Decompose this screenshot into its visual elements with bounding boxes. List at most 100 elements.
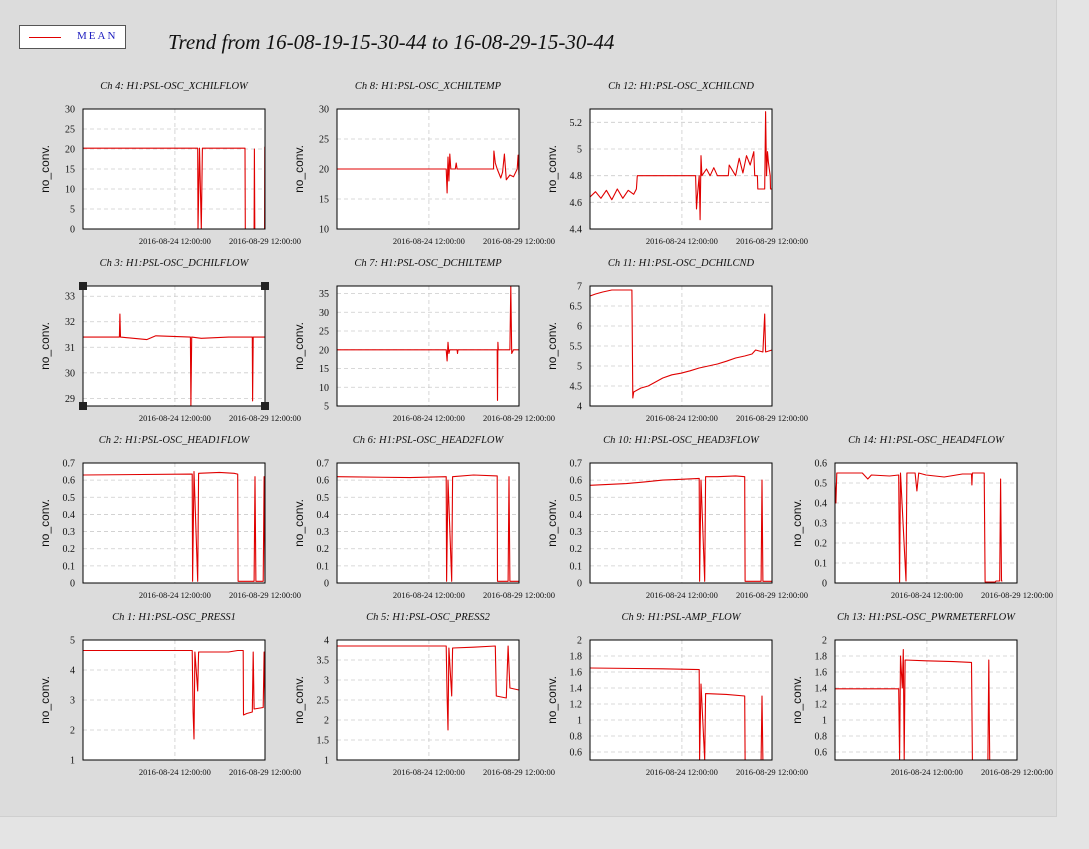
y-tick-label: 0.6 [815,459,828,470]
y-tick-label: 0.6 [570,476,583,487]
chart-title: Ch 5: H1:PSL-OSC_PRESS2 [366,612,490,623]
series-line [336,474,519,582]
plot-frame [82,462,266,584]
x-tick-label: 2016-08-29 12:00:00 [736,413,808,423]
y-tick-label: 25 [319,135,329,146]
x-tick-label: 2016-08-24 12:00:00 [646,590,718,600]
selection-handle [261,402,269,410]
chart-title: Ch 11: H1:PSL-OSC_DCHILCND [608,258,755,269]
chart-title: Ch 8: H1:PSL-OSC_XCHILTEMP [355,81,502,92]
chart-title: Ch 1: H1:PSL-OSC_PRESS1 [112,612,236,623]
chart-ch1: Ch 1: H1:PSL-OSC_PRESS1 1 2 3 4 5 2016-08-24 1… [38,612,301,777]
selection-handle [79,282,87,290]
y-tick-label: 0.5 [63,493,76,504]
plot-background [337,463,519,583]
legend: MEAN [19,25,126,49]
y-tick-label: 0.6 [815,748,828,759]
y-tick-label: 0.8 [815,732,828,743]
y-axis-label: no_conv. [292,145,306,193]
charts-canvas: Ch 4: H1:PSL-OSC_XCHILFLOW05101520253020… [38,81,1053,777]
y-tick-label: 1 [70,756,75,767]
x-tick-label: 2016-08-24 12:00:00 [646,767,718,777]
chart-ch5: Ch 5: H1:PSL-OSC_PRESS2 1 1.5 2 2.5 3 3.5 4 2016… [292,612,555,777]
chart-ch13: Ch 13: H1:PSL-OSC_PWRMETERFLOW 0.6 0.8 1 1.2… [790,612,1053,777]
y-tick-label: 29 [65,394,75,405]
y-tick-label: 0.6 [63,476,76,487]
x-tick-label: 2016-08-29 12:00:00 [483,767,555,777]
series-line [337,645,520,731]
y-axis-label: no_conv. [545,676,559,724]
y-axis-label: no_conv. [292,499,306,547]
chart-title: Ch 13: H1:PSL-OSC_PWRMETERFLOW [837,612,1016,623]
y-tick-label: 5 [577,362,582,373]
y-tick-label: 0.3 [317,527,330,538]
y-tick-label: 7 [577,282,582,293]
series-line [337,285,519,401]
y-tick-label: 3 [324,676,329,687]
y-tick-label: 1.5 [317,736,330,747]
y-tick-label: 1.6 [570,668,583,679]
y-tick-label: 10 [319,225,329,236]
x-tick-label: 2016-08-24 12:00:00 [393,413,465,423]
page-title: Trend from 16-08-19-15-30-44 to 16-08-29… [168,30,615,54]
y-tick-label: 0.3 [815,519,828,530]
plot-background [590,640,772,760]
x-tick-label: 2016-08-24 12:00:00 [139,236,211,246]
chart-ch2: Ch 2: H1:PSL-OSC_HEAD1FLOW 0 0.1 0.2 0.3 0.4 0… [38,435,301,600]
y-tick-label: 30 [65,105,75,116]
y-tick-label: 15 [319,364,329,375]
y-tick-label: 30 [319,308,329,319]
x-tick-label: 2016-08-29 12:00:00 [229,590,301,600]
selection-handle [261,282,269,290]
y-tick-label: 4.8 [570,171,583,182]
y-tick-label: 5 [70,636,75,647]
x-tick-label: 2016-08-29 12:00:00 [736,767,808,777]
y-tick-label: 1.2 [570,700,583,711]
y-axis-label: no_conv. [292,676,306,724]
chart-ch11: Ch 11: H1:PSL-OSC_DCHILCND 4 4.5 5 5.5 6 6.5 7 2… [545,258,808,423]
plot-background [590,463,772,583]
plot-background [835,640,1017,760]
plot-frame [589,462,773,584]
y-tick-label: 35 [319,289,329,300]
chart-ch4: Ch 4: H1:PSL-OSC_XCHILFLOW 0 5 10 15 20 25 30 20… [38,81,301,246]
plot-frame [589,639,773,761]
chart-ch3: Ch 3: H1:PSL-OSC_DCHILFLOW 29 30 31 32 33 2016… [38,258,301,423]
x-tick-label: 2016-08-24 12:00:00 [139,590,211,600]
y-tick-label: 0.4 [570,510,583,521]
y-tick-label: 0.2 [815,539,828,550]
y-tick-label: 1.2 [815,700,828,711]
y-tick-label: 5 [70,205,75,216]
legend-swatch [29,37,61,38]
y-axis-label: no_conv. [38,676,52,724]
series-line [589,111,772,221]
y-tick-label: 0.1 [317,561,330,572]
chart-ch8: Ch 8: H1:PSL-OSC_XCHILTEMP 10 15 20 25 30 2016… [292,81,555,246]
y-tick-label: 32 [65,317,75,328]
y-tick-label: 5.2 [570,118,583,129]
chart-title: Ch 2: H1:PSL-OSC_HEAD1FLOW [99,435,251,446]
y-tick-label: 2.5 [317,696,330,707]
plot-frame [82,108,266,230]
plot-frame [336,285,520,407]
x-tick-label: 2016-08-24 12:00:00 [393,767,465,777]
x-tick-label: 2016-08-29 12:00:00 [229,236,301,246]
y-tick-label: 10 [319,383,329,394]
plot-frame [82,285,266,407]
y-tick-label: 4.4 [570,225,583,236]
y-tick-label: 20 [319,345,329,356]
y-tick-label: 31 [65,343,75,354]
y-tick-label: 0.2 [570,544,583,555]
y-tick-label: 1.4 [815,684,828,695]
y-axis-label: no_conv. [545,499,559,547]
y-tick-label: 20 [65,145,75,156]
y-tick-label: 25 [319,327,329,338]
x-tick-label: 2016-08-29 12:00:00 [483,590,555,600]
x-tick-label: 2016-08-29 12:00:00 [483,413,555,423]
y-tick-label: 3.5 [317,656,330,667]
y-tick-label: 25 [65,125,75,136]
y-tick-label: 10 [65,185,75,196]
y-axis-label: no_conv. [790,676,804,724]
series-line [589,475,772,582]
